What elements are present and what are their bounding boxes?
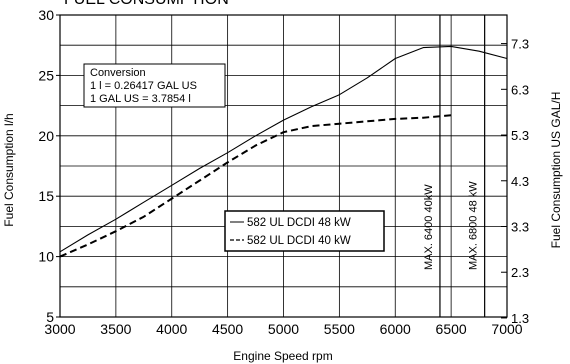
conversion-line-1: 1 l = 0.26417 GAL US bbox=[90, 80, 197, 92]
legend-label-48kw: 582 UL DCDI 48 kW bbox=[247, 217, 351, 229]
y-tick-label: 30 bbox=[38, 7, 54, 23]
x-tick-label: 4500 bbox=[212, 321, 243, 337]
x-axis-label: Engine Speed rpm bbox=[233, 349, 332, 363]
max-rpm-label: MAX. 6800 48 kW bbox=[468, 181, 480, 270]
grid bbox=[60, 15, 507, 317]
y2-tick-label: 6.3 bbox=[511, 82, 529, 97]
y-axis-label: Fuel Consumption l/h bbox=[2, 113, 16, 226]
conversion-line-2: 1 GAL US = 3.7854 l bbox=[90, 93, 191, 105]
y-tick-label: 5 bbox=[46, 309, 54, 325]
max-rpm-markers: MAX. 6400 40kW MAX. 6800 48 kW bbox=[423, 15, 486, 317]
y2-tick-label: 7.3 bbox=[511, 37, 529, 52]
x-tick-label: 6000 bbox=[380, 321, 411, 337]
y-tick-label: 25 bbox=[38, 67, 54, 83]
chart-title: FUEL CONSUMPTION bbox=[64, 0, 229, 8]
y2-tick-label: 2.3 bbox=[511, 265, 529, 280]
max-rpm-label: MAX. 6400 40kW bbox=[423, 184, 435, 270]
series-line-40kw bbox=[59, 114, 452, 258]
y-tick-labels: 5 10 15 20 25 30 bbox=[38, 7, 60, 325]
y-tick-label: 10 bbox=[38, 249, 54, 265]
legend: 582 UL DCDI 48 kW 582 UL DCDI 40 kW bbox=[224, 210, 385, 252]
y2-tick-labels: 1.3 2.3 3.3 4.3 5.3 6.3 7.3 bbox=[501, 37, 529, 326]
x-tick-label: 7000 bbox=[491, 321, 522, 337]
x-tick-labels: 3000 3500 4000 4500 5000 5500 6000 6500 7000 bbox=[44, 321, 522, 337]
x-tick-label: 4000 bbox=[156, 321, 187, 337]
y2-tick-label: 1.3 bbox=[511, 311, 529, 326]
y2-tick-label: 4.3 bbox=[511, 174, 529, 189]
y2-axis-label: Fuel Consumption US GAL/H bbox=[549, 92, 563, 249]
plot-area-border bbox=[59, 14, 508, 318]
x-tick-label: 6500 bbox=[436, 321, 467, 337]
series-lines bbox=[59, 45, 508, 258]
series-line-48kw bbox=[59, 45, 508, 253]
legend-frame bbox=[224, 210, 385, 252]
x-tick-label: 3000 bbox=[44, 321, 75, 337]
x-tick-label: 3500 bbox=[100, 321, 131, 337]
y2-tick-label: 5.3 bbox=[511, 128, 529, 143]
x-tick-label: 5500 bbox=[324, 321, 355, 337]
conversion-title: Conversion bbox=[90, 67, 146, 79]
x-tick-label: 5000 bbox=[268, 321, 299, 337]
y2-tick-label: 3.3 bbox=[511, 219, 529, 234]
y-tick-label: 20 bbox=[38, 128, 54, 144]
legend-label-40kw: 582 UL DCDI 40 kW bbox=[247, 235, 351, 247]
conversion-box-frame bbox=[83, 63, 226, 108]
conversion-box: Conversion 1 l = 0.26417 GAL US 1 GAL US… bbox=[83, 63, 226, 108]
plot-frame bbox=[59, 14, 508, 318]
y-tick-label: 15 bbox=[38, 188, 54, 204]
